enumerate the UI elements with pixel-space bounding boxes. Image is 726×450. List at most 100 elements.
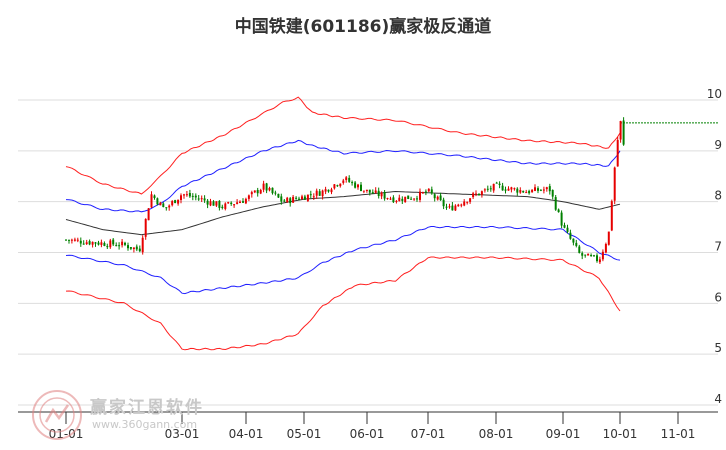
candle — [283, 199, 286, 202]
candle — [436, 195, 439, 201]
candle — [463, 199, 466, 207]
candle — [144, 218, 147, 240]
candle — [498, 181, 501, 189]
candle — [354, 181, 357, 189]
candle — [177, 199, 180, 206]
candle — [124, 241, 126, 247]
candle — [327, 189, 330, 193]
candle — [419, 188, 421, 203]
candle — [389, 196, 392, 200]
candle — [383, 190, 386, 201]
candle — [513, 187, 516, 191]
candle — [466, 201, 469, 205]
candle — [362, 190, 365, 194]
candle-layer — [65, 117, 625, 264]
watermark-logo-icon — [32, 390, 82, 440]
candle — [380, 191, 383, 200]
candle — [156, 197, 159, 206]
candle — [150, 191, 153, 208]
y-tick-label: 7 — [714, 240, 722, 254]
candle — [445, 203, 448, 210]
candle — [197, 195, 200, 201]
candle — [578, 244, 581, 254]
candle — [560, 210, 563, 229]
candle — [386, 197, 389, 200]
candle — [242, 198, 244, 203]
candle — [454, 204, 457, 211]
y-tick-label: 4 — [714, 392, 722, 406]
candle — [557, 208, 560, 213]
candle — [519, 187, 522, 194]
candle — [548, 183, 551, 195]
candle — [601, 249, 604, 262]
candle — [239, 200, 241, 204]
candle — [572, 238, 575, 246]
chart-title: 中国铁建(601186)赢家极反通道 — [234, 17, 492, 37]
x-tick-label: 08-01 — [479, 427, 514, 441]
candle — [97, 240, 100, 246]
x-tick-label: 06-01 — [350, 427, 385, 441]
candle — [68, 239, 70, 244]
candle — [596, 253, 598, 263]
candle — [289, 197, 292, 207]
candle — [259, 188, 262, 195]
candle — [539, 189, 542, 192]
candle — [280, 193, 283, 205]
candle — [442, 197, 445, 210]
candle — [575, 239, 578, 248]
candle — [256, 187, 259, 197]
candle — [430, 186, 433, 195]
candle — [188, 189, 191, 198]
candle — [368, 189, 371, 196]
watermark-url: www.360gann.com — [92, 418, 198, 431]
candle — [106, 243, 109, 249]
candle — [168, 204, 171, 211]
candle — [171, 200, 174, 207]
candle — [404, 196, 407, 203]
candle — [147, 208, 150, 221]
grid-layer — [18, 99, 718, 406]
candle — [218, 200, 221, 211]
x-tick-label: 04-01 — [229, 427, 264, 441]
candle — [309, 190, 312, 199]
candle — [542, 186, 545, 194]
candle — [298, 196, 300, 201]
candle — [531, 189, 534, 193]
candle — [191, 193, 194, 201]
candle — [365, 189, 368, 193]
lower-inner-band — [65, 226, 621, 295]
candle — [563, 222, 566, 229]
candle — [230, 201, 233, 206]
candle — [200, 195, 203, 202]
candle — [141, 235, 144, 255]
candle — [348, 175, 351, 183]
candle — [489, 185, 492, 192]
candle — [333, 184, 336, 190]
candle — [598, 256, 601, 264]
candle — [392, 195, 395, 203]
candle — [112, 238, 115, 246]
candle — [401, 196, 404, 204]
candle — [206, 199, 209, 209]
x-tick-label: 10-01 — [603, 427, 638, 441]
candle — [345, 176, 348, 183]
candle — [100, 239, 103, 248]
candle — [469, 198, 472, 204]
candle — [374, 187, 377, 194]
candle — [457, 203, 460, 207]
candle — [236, 199, 239, 205]
candle — [129, 247, 132, 251]
candle — [534, 184, 536, 192]
candle — [525, 189, 528, 194]
candle — [587, 253, 590, 256]
y-tick-label: 9 — [714, 138, 722, 152]
candle — [203, 195, 206, 203]
candle — [209, 198, 212, 207]
candle — [315, 188, 318, 199]
candle — [607, 231, 610, 246]
upper-outer-band — [65, 96, 621, 195]
candle — [342, 178, 345, 185]
candle — [224, 202, 227, 211]
candle — [528, 189, 531, 195]
